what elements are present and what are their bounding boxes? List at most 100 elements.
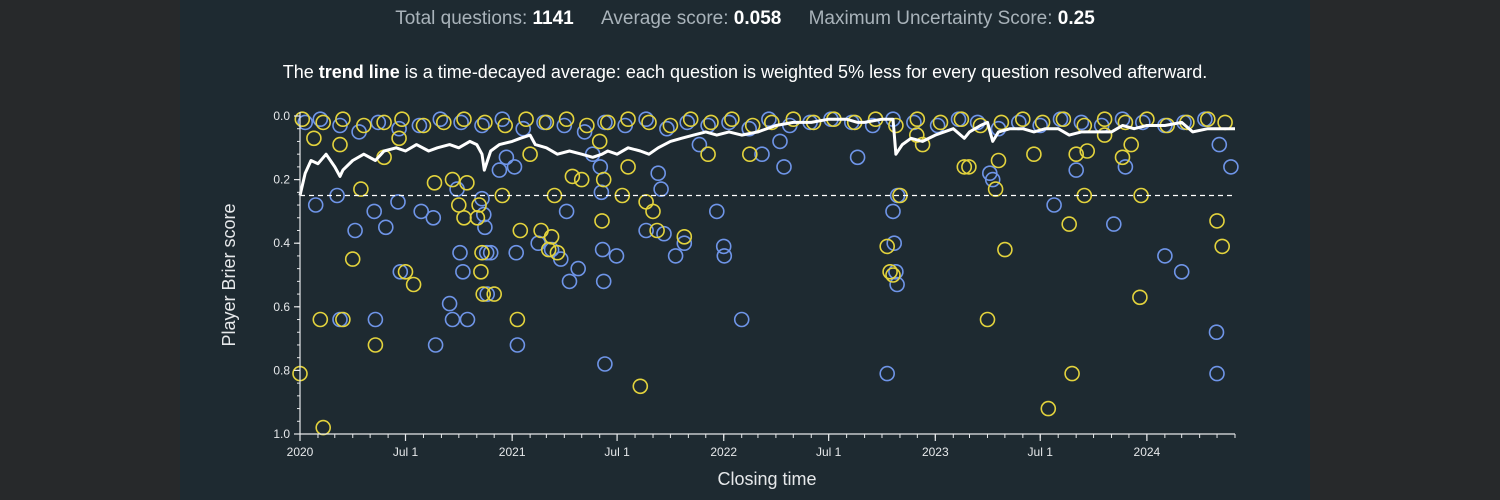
- y-tick-label: 0.2: [273, 173, 290, 187]
- data-point-blue: [392, 263, 409, 280]
- data-point-blue: [432, 111, 449, 127]
- data-point-yellow: [579, 117, 595, 134]
- data-point-yellow: [540, 241, 557, 258]
- data-point-blue: [888, 263, 904, 280]
- data-point-blue: [1105, 216, 1122, 232]
- data-point-yellow: [435, 114, 452, 131]
- data-point-yellow: [415, 117, 432, 134]
- data-point-yellow: [1096, 127, 1113, 143]
- data-point-blue: [413, 203, 429, 220]
- data-point-blue: [889, 276, 905, 293]
- data-point-yellow: [533, 222, 549, 239]
- data-point-blue: [459, 311, 476, 328]
- data-point-blue: [474, 117, 490, 134]
- data-point-yellow: [662, 117, 679, 134]
- data-point-blue: [659, 120, 675, 137]
- stat-max-uncertainty-label: Maximum Uncertainty Score:: [808, 8, 1053, 29]
- data-point-yellow: [474, 244, 490, 261]
- y-tick-label: 0.0: [273, 109, 290, 123]
- data-point-blue: [879, 365, 896, 382]
- stats-bar: Total questions: 1141 Average score: 0.0…: [180, 8, 1310, 30]
- data-point-yellow: [1061, 216, 1078, 232]
- data-point-yellow: [376, 114, 392, 131]
- data-point-yellow: [558, 111, 575, 127]
- data-point-yellow: [888, 117, 904, 134]
- data-point-yellow: [997, 241, 1013, 258]
- data-point-yellow: [497, 117, 514, 134]
- data-point-yellow: [1114, 149, 1131, 166]
- x-tick-label: 2021: [499, 445, 526, 459]
- data-point-yellow: [953, 111, 970, 127]
- data-point-yellow: [486, 286, 503, 302]
- data-point-yellow: [1200, 111, 1216, 127]
- data-point-blue: [1032, 117, 1049, 134]
- data-point-blue: [716, 248, 733, 264]
- data-point-yellow: [620, 111, 636, 127]
- y-axis-title: Player Brier score: [219, 203, 239, 346]
- data-point-blue: [478, 244, 495, 261]
- data-point-blue: [297, 114, 313, 131]
- data-point-blue: [1209, 365, 1225, 382]
- y-tick-label: 0.8: [273, 363, 290, 377]
- data-point-blue: [347, 222, 363, 239]
- data-point-blue: [452, 244, 468, 261]
- data-point-yellow: [1214, 238, 1230, 255]
- data-point-yellow: [518, 111, 534, 127]
- data-point-yellow: [990, 152, 1007, 169]
- data-point-blue: [453, 114, 469, 131]
- data-point-yellow: [315, 419, 331, 436]
- data-point-yellow: [682, 111, 699, 127]
- data-point-yellow: [522, 146, 538, 162]
- data-point-blue: [1173, 263, 1190, 280]
- data-point-blue: [906, 114, 922, 131]
- stat-total-label: Total questions:: [395, 8, 528, 29]
- x-tick-label: Jul 1: [1028, 445, 1054, 459]
- data-point-blue: [929, 117, 946, 134]
- scatter-chart: 0.0 0.2 0.4 0.6 0.8 1.0 2020 Jul 1 2021 Jul 1 2022…: [219, 109, 1239, 489]
- data-point-blue: [772, 133, 788, 150]
- data-point-yellow: [1014, 111, 1031, 127]
- data-point-blue: [307, 197, 324, 213]
- data-point-blue: [515, 120, 532, 137]
- data-point-blue: [708, 203, 725, 220]
- data-point-blue: [761, 111, 777, 127]
- data-point-blue: [444, 311, 461, 328]
- data-point-yellow: [394, 111, 410, 127]
- data-point-yellow: [459, 175, 475, 191]
- stat-average-label: Average score:: [601, 8, 729, 29]
- data-point-blue: [390, 194, 406, 210]
- data-point-yellow: [335, 311, 351, 328]
- x-tick-label: 2023: [922, 445, 949, 459]
- data-point-yellow: [956, 159, 973, 175]
- x-tick-label: Jul 1: [604, 445, 630, 459]
- data-point-yellow: [1055, 111, 1072, 127]
- data-point-yellow: [456, 111, 472, 127]
- data-point-yellow: [332, 136, 348, 153]
- data-point-blue: [885, 203, 901, 220]
- x-tick-label: 2022: [710, 445, 737, 459]
- data-point-blue: [312, 111, 329, 127]
- data-point-yellow: [879, 238, 896, 255]
- data-point-blue: [427, 337, 444, 353]
- stat-max-uncertainty-value: 0.25: [1057, 8, 1095, 29]
- data-point-yellow: [367, 337, 384, 353]
- data-point-yellow: [1079, 143, 1096, 159]
- data-point-blue: [638, 111, 654, 127]
- data-point-yellow: [885, 267, 901, 283]
- data-point-yellow: [344, 251, 361, 267]
- data-point-blue: [733, 311, 750, 328]
- data-point-yellow: [335, 111, 351, 127]
- data-point-yellow: [549, 244, 566, 261]
- data-point-yellow: [471, 197, 487, 213]
- data-point-blue: [950, 111, 967, 127]
- data-point-blue: [691, 136, 708, 153]
- data-point-yellow: [512, 222, 529, 239]
- data-point-blue: [592, 159, 609, 175]
- data-point-yellow: [397, 263, 414, 280]
- data-point-blue: [776, 159, 792, 175]
- data-point-blue: [593, 184, 610, 201]
- data-point-blue: [594, 241, 611, 258]
- data-point-yellow: [573, 171, 590, 188]
- data-point-blue: [679, 114, 696, 131]
- data-point-blue: [715, 238, 732, 255]
